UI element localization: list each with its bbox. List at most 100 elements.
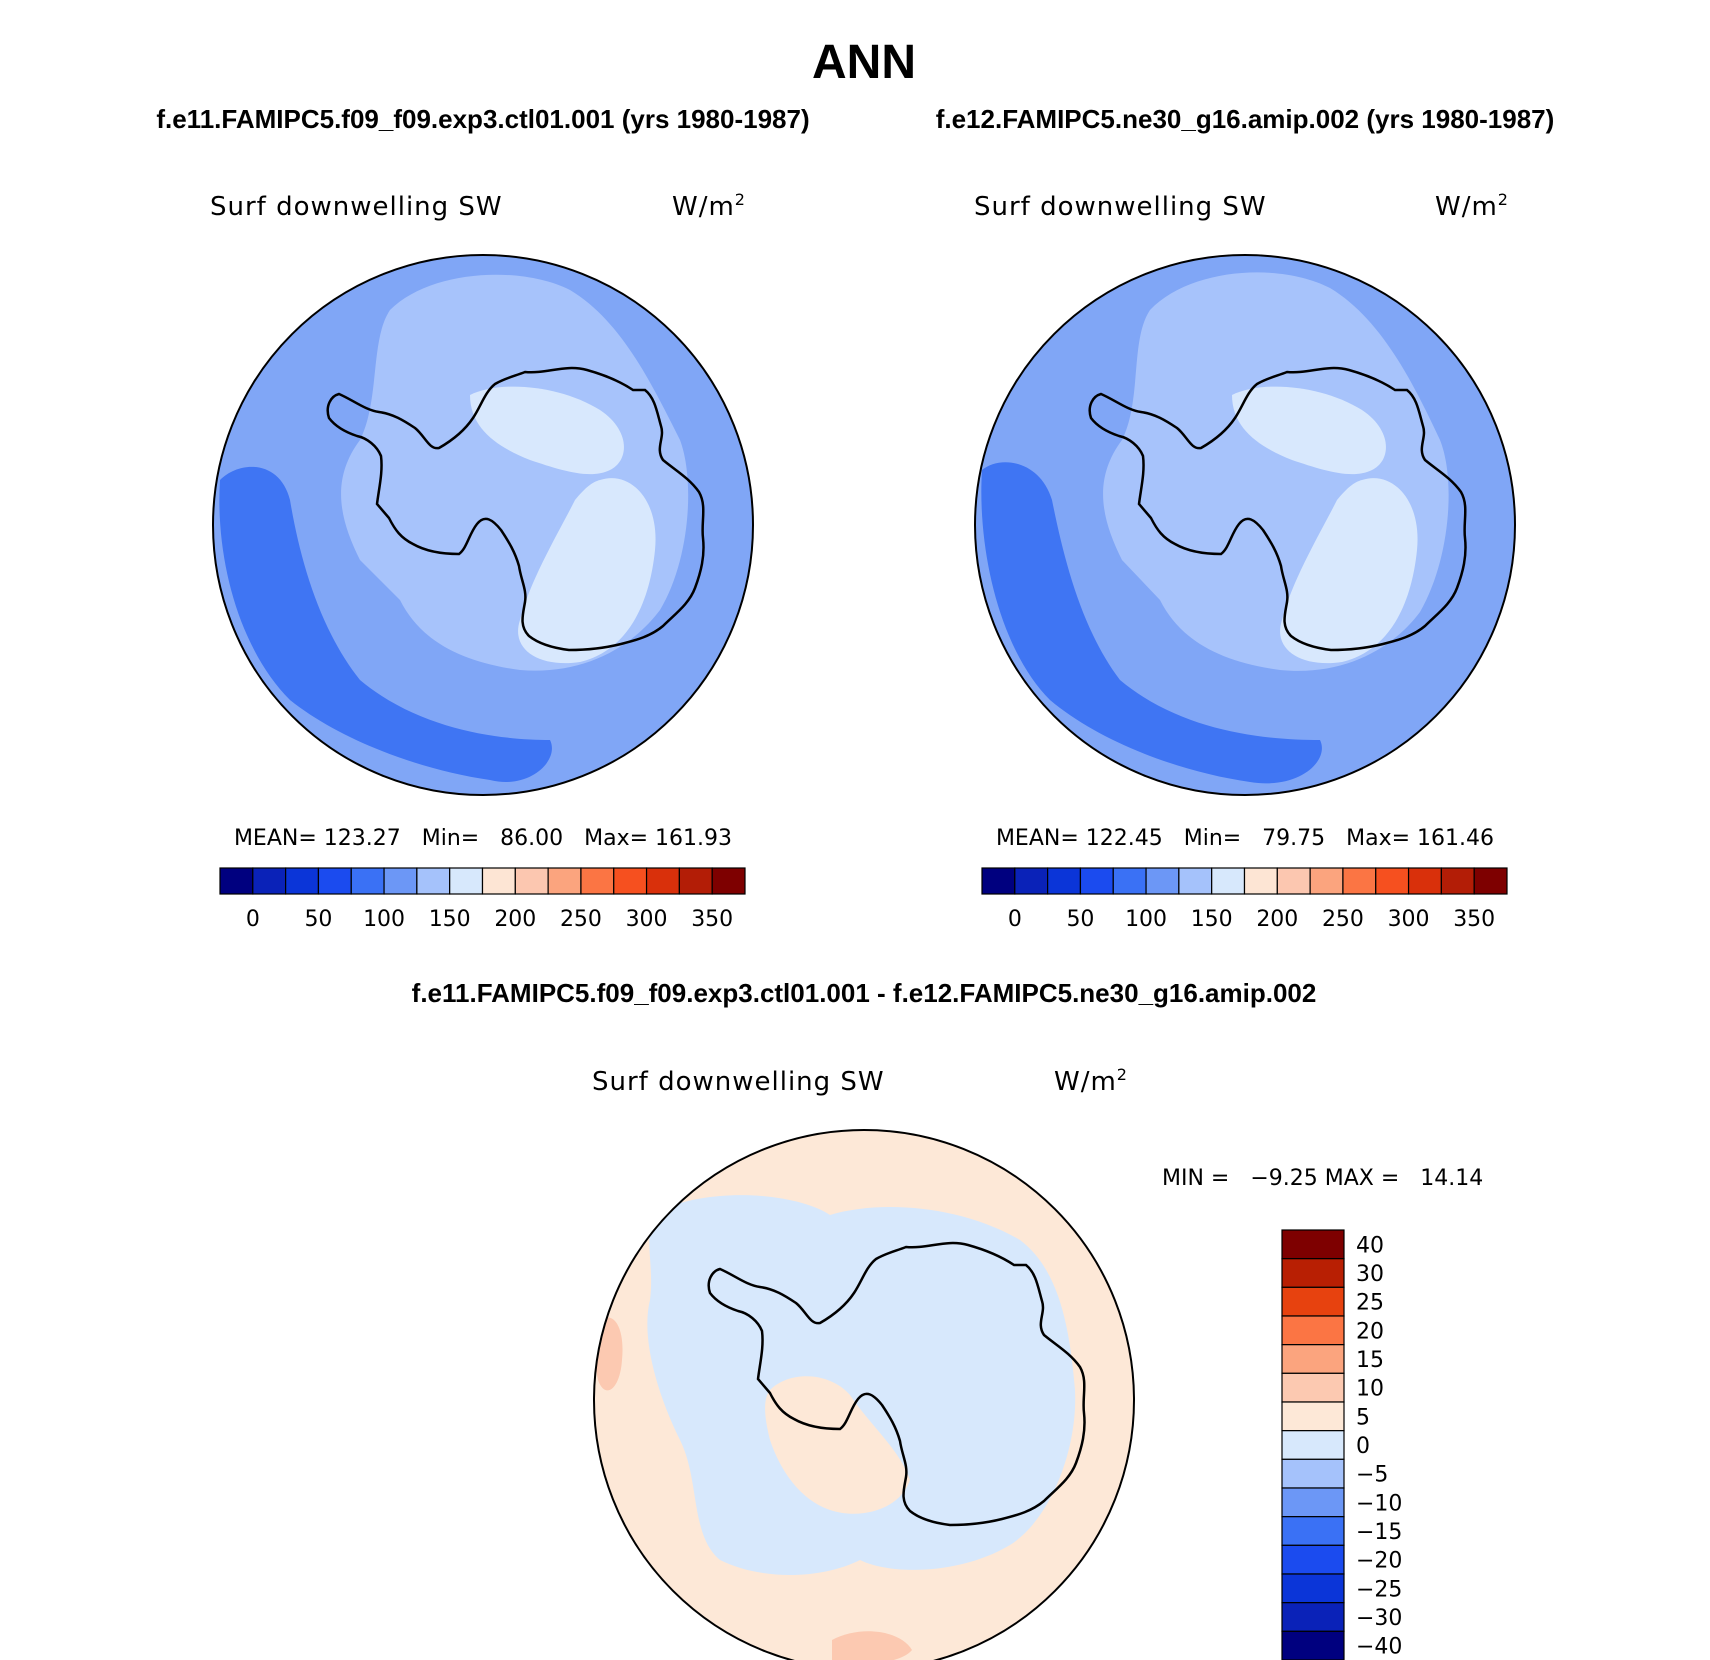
right-colorbar-box [1211,867,1246,895]
difference-colorbar-tick-label: 0 [1356,1434,1370,1459]
right-colorbar-box [1079,867,1114,895]
right-colorbar-box [1407,867,1442,895]
difference-colorbar-box [1281,1315,1345,1346]
difference-colorbar-tick-label: 5 [1356,1405,1370,1430]
difference-colorbar-box [1281,1516,1345,1546]
difference-colorbar-tick-label: 30 [1356,1262,1384,1287]
right-colorbar-box [1276,867,1311,895]
right-colorbar-box [1342,867,1377,895]
difference-polar-map [594,1130,1134,1660]
right-stats: MEAN= 122.45 Min= 79.75 Max= 161.46 [996,826,1494,851]
difference-colorbar-tick-label: 15 [1356,1348,1384,1373]
difference-band-negative [647,1195,1076,1575]
difference-colorbar-tick-label: −15 [1356,1520,1402,1545]
left-colorbar-tick-label: 0 [246,907,260,932]
right-band-low [981,462,1322,784]
difference-map-border [593,1129,1135,1660]
right-polar-map [975,255,1515,795]
left-colorbar-box [350,867,385,895]
right-colorbar-tick-label: 100 [1125,907,1167,932]
left-map-border [212,254,754,796]
left-colorbar-box [613,867,648,895]
right-colorbar-tick-label: 300 [1388,907,1430,932]
right-colorbar-box [1047,867,1082,895]
difference-colorbar-tick-label: 10 [1356,1377,1384,1402]
difference-variable-label: Surf downwelling SW [592,1067,885,1097]
difference-units-label: W/m2 [1054,1065,1128,1097]
figure-title: ANN [812,36,916,89]
left-colorbar [219,867,746,895]
difference-colorbar-box [1281,1430,1345,1460]
left-colorbar-tick-label: 50 [304,907,332,932]
left-stats: MEAN= 123.27 Min= 86.00 Max= 161.93 [234,826,732,851]
left-colorbar-box [383,867,418,895]
right-colorbar-ticks: 0 50 100 150 200 250 300 350 [1008,907,1495,932]
difference-colorbar-box [1281,1344,1345,1374]
left-variable-label: Surf downwelling SW [210,192,503,222]
right-colorbar-box [1375,867,1410,895]
difference-colorbar-tick-label: 20 [1356,1319,1384,1344]
difference-colorbar-box [1281,1544,1345,1575]
difference-colorbar-box [1281,1258,1345,1288]
right-colorbar-box [1014,867,1049,895]
difference-colorbar-box [1281,1286,1345,1317]
difference-colorbar-tick-label: −20 [1356,1549,1402,1574]
left-colorbar-box [481,867,516,895]
difference-colorbar [1281,1229,1345,1660]
right-colorbar-box [1178,867,1213,895]
difference-colorbar-box [1281,1487,1345,1518]
right-colorbar-box [1309,867,1344,895]
left-colorbar-box [317,867,352,895]
right-colorbar-tick-label: 200 [1256,907,1298,932]
left-colorbar-box [547,867,582,895]
left-colorbar-box [449,867,484,895]
right-colorbar-box [1145,867,1180,895]
left-colorbar-box [580,867,615,895]
difference-colorbar-tick-label: −10 [1356,1491,1402,1516]
difference-colorbar-tick-label: 25 [1356,1291,1384,1316]
difference-colorbar-tick-label: −40 [1356,1635,1402,1660]
right-colorbar-box [1440,867,1475,895]
left-colorbar-box [219,867,254,895]
right-colorbar-box [1243,867,1278,895]
difference-band-positive-2 [832,1631,912,1660]
right-band-high-1 [1232,386,1386,475]
right-colorbar-tick-label: 350 [1453,907,1495,932]
difference-colorbar-box [1281,1229,1345,1260]
left-colorbar-box [252,867,287,895]
difference-panel: f.e11.FAMIPC5.f09_f09.exp3.ctl01.001 - f… [412,978,1483,1660]
difference-colorbar-box [1281,1372,1345,1403]
left-band-low [219,466,552,782]
difference-colorbar-tick-label: 40 [1356,1233,1384,1258]
difference-colorbar-box [1281,1602,1345,1632]
right-colorbar-tick-label: 250 [1322,907,1364,932]
left-colorbar-tick-label: 150 [429,907,471,932]
right-case-title: f.e12.FAMIPC5.ne30_g16.amip.002 (yrs 198… [936,104,1555,134]
left-colorbar-tick-label: 100 [363,907,405,932]
difference-title: f.e11.FAMIPC5.f09_f09.exp3.ctl01.001 - f… [412,978,1317,1008]
difference-colorbar-box [1281,1573,1345,1604]
right-map-border [974,254,1516,796]
difference-band-positive-interior [765,1376,910,1514]
right-colorbar-box [1473,867,1508,895]
right-colorbar-tick-label: 0 [1008,907,1022,932]
difference-colorbar-tick-label: −5 [1356,1463,1388,1488]
left-units-label: W/m2 [672,190,746,222]
left-colorbar-tick-label: 200 [494,907,536,932]
left-band-high-1 [470,386,624,475]
right-variable-label: Surf downwelling SW [974,192,1267,222]
right-colorbar-tick-label: 150 [1191,907,1233,932]
left-band-high-2 [518,478,656,664]
left-colorbar-box [514,867,549,895]
difference-colorbar-ticks: 40 30 25 20 15 10 5 0 −5 −10 −15 −20 −25 −30 −40 [1356,1233,1402,1659]
difference-stats: MIN = −9.25 MAX = 14.14 [1162,1166,1483,1191]
left-colorbar-box [645,867,680,895]
right-colorbar-box [981,867,1016,895]
difference-colorbar-box [1281,1401,1345,1432]
left-polar-map [213,255,753,795]
left-colorbar-box [678,867,713,895]
difference-colorbar-tick-label: −25 [1356,1577,1402,1602]
left-panel: Surf downwelling SW W/m2 MEAN= 123.27 Mi… [210,190,754,932]
left-colorbar-tick-label: 300 [626,907,668,932]
